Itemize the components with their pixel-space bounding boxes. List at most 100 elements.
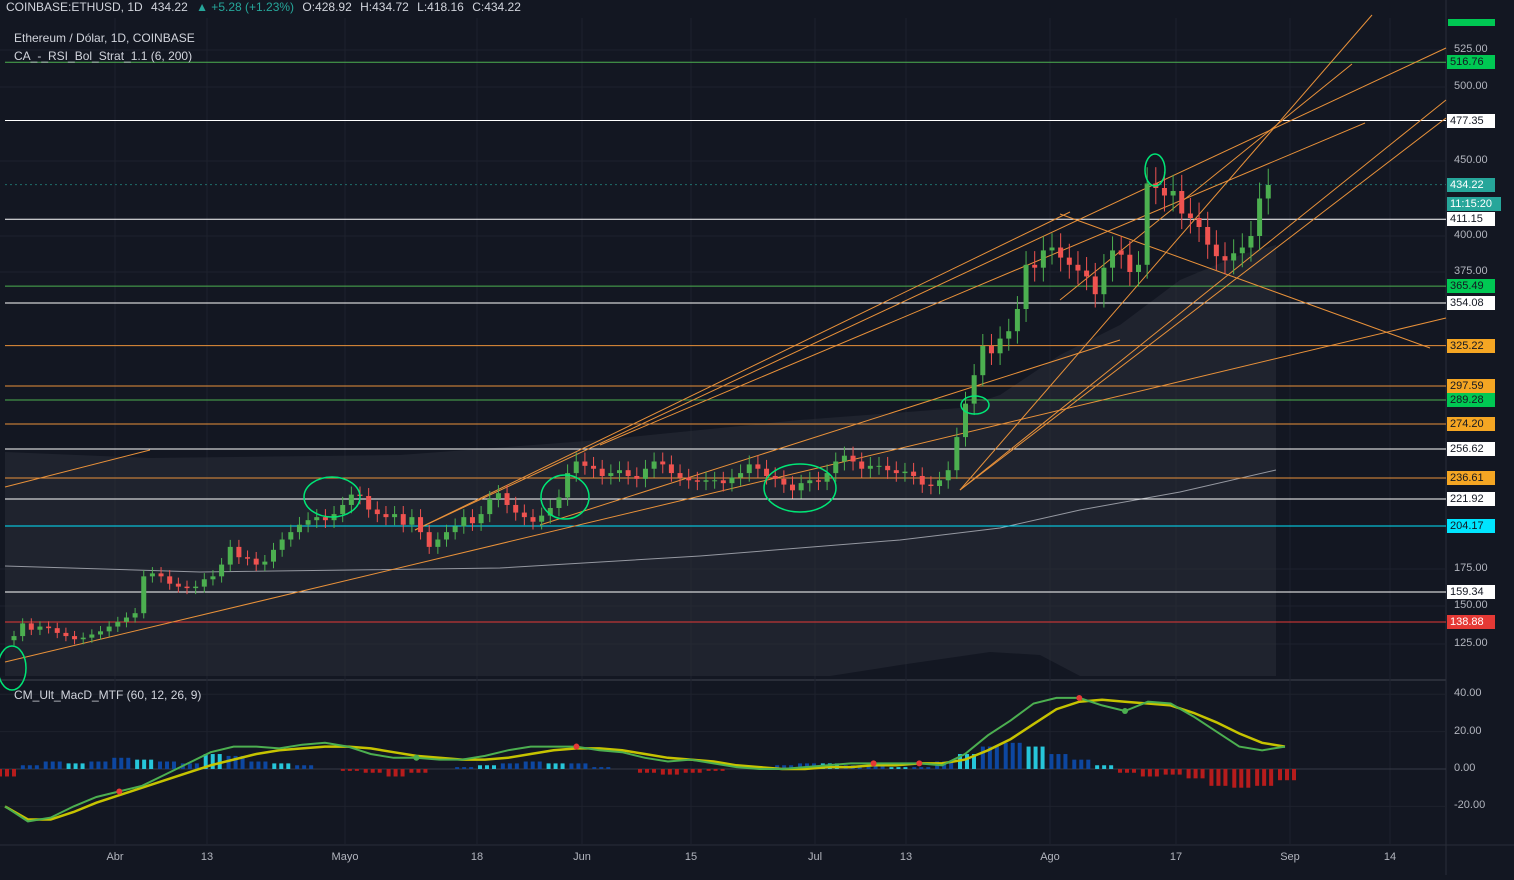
candle xyxy=(158,567,164,583)
macd-histogram-bar xyxy=(713,769,718,771)
candle xyxy=(366,488,372,518)
x-tick-label: Sep xyxy=(1280,851,1300,863)
candle xyxy=(1265,168,1271,215)
macd-histogram-bar xyxy=(1246,769,1251,788)
macd-histogram-bar xyxy=(20,765,25,769)
candle-body xyxy=(227,546,233,565)
macd-histogram-bar xyxy=(798,763,802,769)
candle xyxy=(1066,243,1072,279)
macd-histogram-bar xyxy=(354,769,359,771)
candle xyxy=(668,455,674,482)
candle-body xyxy=(902,471,908,474)
candle xyxy=(184,580,190,595)
macd-histogram-bar xyxy=(599,767,604,769)
candle-body xyxy=(400,514,406,525)
macd-histogram-bar xyxy=(0,769,2,777)
candle xyxy=(625,461,631,485)
candle xyxy=(919,467,925,493)
macd-histogram-bar xyxy=(478,765,482,769)
candle xyxy=(1084,257,1090,291)
candle xyxy=(911,462,917,485)
macd-histogram-bar xyxy=(172,761,176,769)
candle xyxy=(1222,242,1228,275)
x-tick-label: Jul xyxy=(807,851,823,863)
candle xyxy=(469,509,475,531)
high-value: H:434.72 xyxy=(360,0,409,14)
candle xyxy=(1144,167,1150,279)
candle-body xyxy=(988,346,994,354)
candle-body xyxy=(980,346,986,376)
macd-histogram-bar xyxy=(363,769,368,773)
candle xyxy=(141,570,147,619)
candle-body xyxy=(617,470,622,474)
macd-histogram-bar xyxy=(142,759,147,769)
y-tick-label: 400.00 xyxy=(1454,229,1488,241)
annotation-circle xyxy=(763,463,837,513)
macd-histogram-bar xyxy=(523,761,528,769)
candle-body xyxy=(686,477,692,481)
macd-histogram-bar xyxy=(1239,769,1244,788)
macd-histogram-bar xyxy=(263,761,268,769)
macd-cross-dot xyxy=(1122,708,1128,715)
macd-histogram-bar xyxy=(1033,746,1038,769)
candle xyxy=(591,456,597,478)
macd-signal-line xyxy=(4,698,1286,821)
indicator-legend[interactable]: CA_-_RSI_Bol_Strat_1.1 (6, 200) xyxy=(14,49,193,63)
candle-body xyxy=(141,576,147,614)
y-tick-label: 500.00 xyxy=(1454,80,1488,92)
candle-body xyxy=(132,613,138,618)
candle-body xyxy=(833,461,839,474)
candle-body xyxy=(1205,227,1211,245)
symbol-name[interactable]: COINBASE:ETHUSD, 1D xyxy=(6,0,143,14)
candle-body xyxy=(106,626,112,632)
macd-histogram-bar xyxy=(569,763,574,769)
macd-histogram-bar xyxy=(416,769,421,773)
candle-body xyxy=(444,532,449,540)
candle xyxy=(1075,251,1081,285)
macd-histogram-bar xyxy=(592,767,597,769)
macd-histogram-bar xyxy=(866,765,871,769)
macd-histogram-bar xyxy=(240,755,245,769)
candle-body xyxy=(426,532,432,547)
candle xyxy=(660,452,666,474)
macd-legend[interactable]: CM_Ult_MacD_MTF (60, 12, 26, 9) xyxy=(14,688,202,702)
candle xyxy=(755,455,761,478)
candle-body xyxy=(642,468,648,479)
y-tick-label: 450.00 xyxy=(1454,154,1488,166)
candle-body xyxy=(764,468,770,476)
moving-average-line xyxy=(4,469,1277,573)
candle xyxy=(867,456,873,478)
x-tick-label: 13 xyxy=(200,851,214,863)
macd-histogram-bar xyxy=(1086,759,1091,769)
candle-body xyxy=(1179,191,1185,214)
macd-histogram-bar xyxy=(66,763,71,769)
candle-body xyxy=(271,549,276,562)
candle-body xyxy=(262,561,268,565)
macd-histogram-bar xyxy=(583,763,588,769)
candle-body xyxy=(954,437,960,471)
candle-body xyxy=(11,636,17,641)
macd-histogram-bar xyxy=(1170,769,1175,775)
macd-histogram-bar xyxy=(400,769,405,777)
candle-body xyxy=(89,634,95,638)
candle-body xyxy=(521,512,527,518)
candle-body xyxy=(911,471,917,476)
macd-histogram-bar xyxy=(1040,746,1045,769)
macd-histogram-bar xyxy=(455,767,460,769)
x-tick-label: 18 xyxy=(470,851,484,863)
candle xyxy=(686,468,692,489)
candle-body xyxy=(1248,236,1254,248)
macd-histogram-bar xyxy=(492,765,496,769)
macd-histogram-bar xyxy=(1079,759,1084,769)
macd-histogram-bar xyxy=(1140,769,1145,777)
candle-body xyxy=(772,475,778,479)
macd-histogram-bar xyxy=(706,769,711,771)
price-level-label: 159.34 xyxy=(1447,585,1495,599)
y-tick-label: 375.00 xyxy=(1454,265,1488,277)
macd-histogram-bar xyxy=(165,761,169,769)
candle xyxy=(988,333,994,365)
candle xyxy=(954,427,960,479)
macd-histogram-bar xyxy=(638,769,642,773)
candle-body xyxy=(236,546,242,558)
